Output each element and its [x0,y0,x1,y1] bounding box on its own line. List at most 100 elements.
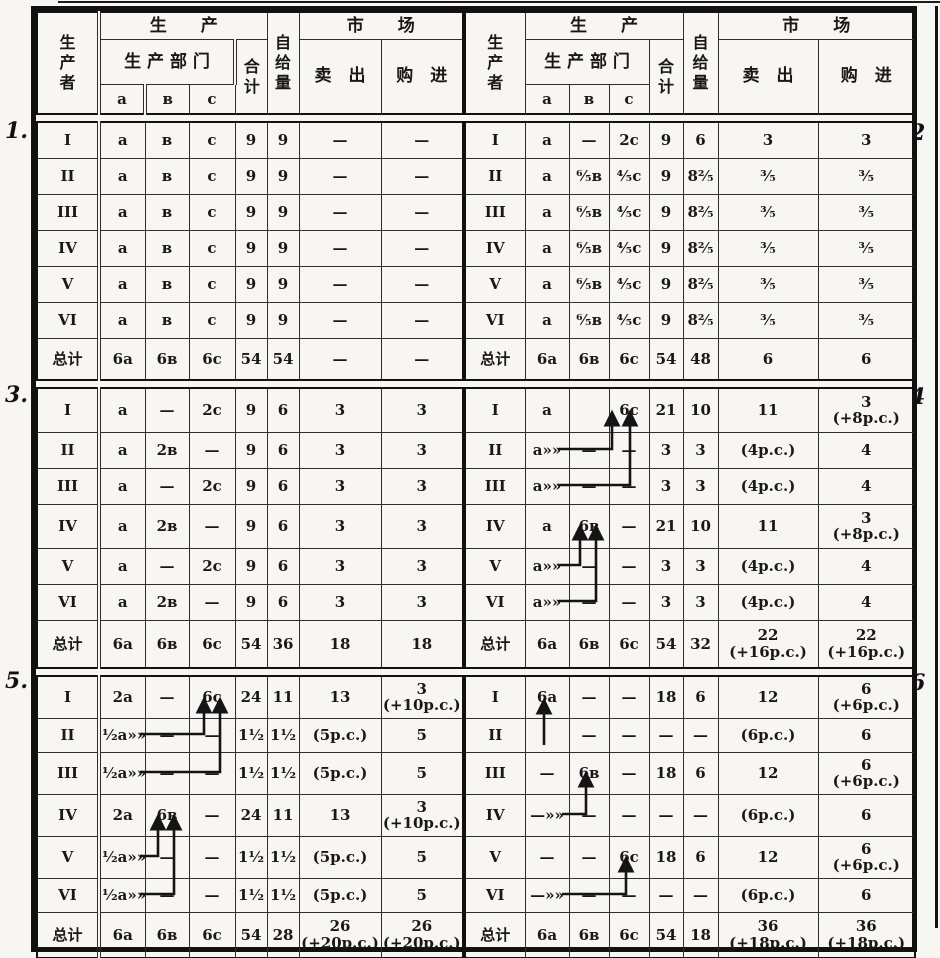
data-cell: a [524,121,570,159]
header-departments: 生 产 部 门 [524,39,650,85]
data-cell: —»» [524,877,570,913]
data-cell: 6 [682,751,719,795]
data-cell: ¹⁄₂a»» [98,751,146,795]
data-cell: (5p.c.) [298,717,382,753]
data-cell: — [568,793,610,837]
data-cell: ³⁄₅ [817,157,916,195]
table-number-5: 5. [5,668,28,694]
data-cell: 3 (+10p.c.) [380,793,464,837]
data-cell: 54 [648,337,684,381]
table-row: II a»» — —3 3 (4p.c.) 4 [464,431,916,469]
data-cell: 9 [234,265,268,303]
data-cell: 6a [524,619,570,669]
data-cell: — [682,717,719,753]
header-sell: 卖 出 [717,39,819,115]
data-cell: 9 [234,547,268,585]
header-table-left: 生 产 者 生 产 自 给 量 市 场 生 产 部 门 合 计 卖 出 购 进 … [36,11,464,115]
data-cell: 6в [568,751,610,795]
data-cell: 8²⁄₅ [682,301,719,339]
data-cell: 3 [380,467,464,505]
data-cell: ³⁄₅ [717,229,819,267]
data-cell: 3 [717,121,819,159]
data-cell: — [608,431,650,469]
data-cell: — [682,877,719,913]
data-cell: 54 [648,911,684,958]
data-cell: — [144,751,190,795]
data-cell: ³⁄₅ [717,157,819,195]
data-cell: 2a [98,793,146,837]
data-cell: a [98,265,146,303]
data-cell: — [298,121,382,159]
row-producer-label: V [36,547,101,585]
data-cell: a [524,157,570,195]
total-label: 总计 [36,619,101,669]
data-cell: — [380,229,464,267]
data-cell: 3 [682,467,719,505]
data-cell: 6в [568,337,610,381]
data-cell: — [608,751,650,795]
data-cell: 6 [266,547,300,585]
row-producer-label: V [36,265,101,303]
table-row: III ¹⁄₂a»» — —1¹⁄₂ 1¹⁄₂ (5p.c.) 5 [36,751,464,795]
scan-artifact-top-line [58,1,940,3]
data-cell: ⁴⁄₅c [608,157,650,195]
table-row: IV a в c 9 9— — [36,229,464,267]
total-label: 总计 [464,619,526,669]
data-cell: 9 [266,121,300,159]
data-cell: — [298,193,382,231]
table-row: IV —»» — — — — (6p.c.) 6 [464,793,916,837]
data-cell: ⁴⁄₅c [608,229,650,267]
data-cell: ⁶⁄₅в [568,229,610,267]
row-producer-label: IV [36,229,101,267]
subtable-5: I 2a —6c 24 11 13 3 (+10p.c.) II ¹⁄₂a»» — —1¹⁄₂ 1¹⁄… [36,675,464,958]
data-cell: в [144,193,190,231]
data-cell: 4 [817,431,916,469]
row-producer-label: V [36,835,101,879]
total-row: 总计 6a 6в 6c 54 28 26 (+20p.c.) 26 (+20p.c.) [36,911,464,958]
data-cell: 6c [188,619,236,669]
data-cell: 22 (+16p.c.) [817,619,916,669]
row-producer-label: I [464,675,526,719]
data-cell: 6 [266,431,300,469]
table-row: Ia в c 9 9— — [36,121,464,159]
data-cell: ⁶⁄₅в [568,265,610,303]
table-row: VI a 2в —9 6 3 3 [36,583,464,621]
data-cell: 2c [188,547,236,585]
data-cell [568,387,610,433]
data-cell: 5 [380,835,464,879]
header-market: 市 场 [717,11,916,40]
data-cell: a»» [524,467,570,505]
row-producer-label: VI [36,877,101,913]
data-cell: — [380,265,464,303]
table-row: VI ¹⁄₂a»» — —1¹⁄₂ 1¹⁄₂ (5p.c.) 5 [36,877,464,913]
data-cell: — [380,337,464,381]
table-row: VI —»» — — — — (6p.c.) 6 [464,877,916,913]
row-producer-label: II [36,431,101,469]
data-cell: 6в [144,619,190,669]
data-cell: 9 [234,503,268,549]
data-cell: (6p.c.) [717,793,819,837]
data-cell: 8²⁄₅ [682,157,719,195]
data-cell: 1¹⁄₂ [266,835,300,879]
data-cell: 1¹⁄₂ [234,751,268,795]
data-cell: 3 [648,547,684,585]
data-cell: 1¹⁄₂ [234,835,268,879]
data-cell: 6в [144,911,190,958]
data-cell: 10 [682,503,719,549]
row-producer-label: IV [464,793,526,837]
data-cell: 9 [234,387,268,433]
data-cell: 6c [608,387,650,433]
data-cell: 9 [234,193,268,231]
table-row: II a 2в —9 6 3 3 [36,431,464,469]
data-cell: 18 [380,619,464,669]
header-table-right: 生 产 者 生 产 自 给 量 市 场 生 产 部 门 合 计 卖 出 购 进 … [464,11,916,115]
data-cell: 6 (+6p.c.) [817,675,916,719]
data-cell: — [608,467,650,505]
data-cell: 3 [298,547,382,585]
row-producer-label: IV [36,503,101,549]
data-cell: 6a [98,619,146,669]
